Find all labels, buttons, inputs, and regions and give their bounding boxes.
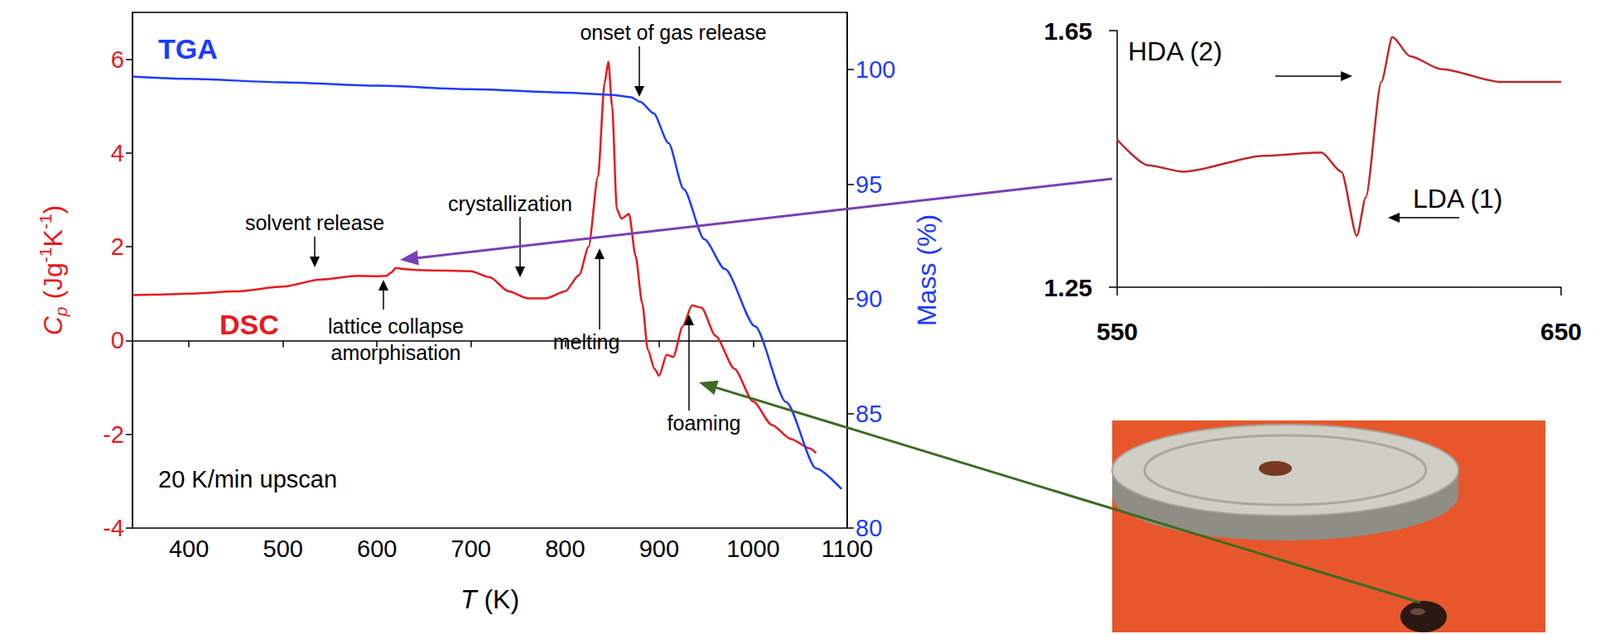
svg-text:DSC: DSC	[219, 308, 280, 341]
svg-text:HDA (2): HDA (2)	[1127, 36, 1223, 67]
svg-text:6: 6	[110, 46, 125, 73]
svg-text:): )	[38, 205, 68, 215]
svg-text:onset of gas release: onset of gas release	[579, 20, 767, 44]
svg-text:-4: -4	[102, 515, 125, 542]
svg-text:(K): (K)	[477, 584, 521, 615]
svg-text:amorphisation: amorphisation	[330, 341, 461, 365]
svg-text:650: 650	[1540, 318, 1582, 346]
svg-text:90: 90	[855, 285, 882, 313]
svg-text:900: 900	[639, 535, 680, 563]
svg-text:-1: -1	[35, 246, 55, 263]
svg-text:-1: -1	[35, 213, 55, 230]
svg-text:1100: 1100	[821, 535, 873, 563]
svg-text:1.65: 1.65	[1044, 17, 1093, 45]
svg-text:20 K/min upscan: 20 K/min upscan	[158, 466, 338, 493]
svg-text:95: 95	[855, 171, 882, 198]
svg-text:(Jg: (Jg	[38, 262, 68, 307]
svg-text:TGA: TGA	[158, 33, 218, 65]
svg-text:700: 700	[451, 535, 492, 563]
svg-text:4: 4	[110, 139, 125, 167]
svg-text:-2: -2	[102, 421, 125, 449]
svg-text:2: 2	[110, 233, 125, 261]
svg-text:K: K	[38, 229, 68, 247]
svg-text:C: C	[38, 315, 68, 336]
svg-text:LDA (1): LDA (1)	[1412, 183, 1503, 214]
svg-text:solvent release: solvent release	[245, 211, 385, 235]
svg-text:crystallization: crystallization	[448, 192, 573, 216]
svg-text:85: 85	[855, 400, 882, 428]
svg-text:T: T	[460, 584, 477, 615]
svg-text:80: 80	[855, 515, 883, 542]
svg-text:Mass (%): Mass (%)	[911, 214, 942, 327]
svg-text:melting: melting	[553, 330, 621, 354]
svg-text:550: 550	[1096, 318, 1138, 346]
svg-text:1000: 1000	[726, 535, 781, 563]
svg-text:p: p	[51, 306, 71, 318]
svg-text:1.25: 1.25	[1044, 274, 1093, 302]
svg-text:0: 0	[110, 327, 125, 354]
svg-text:600: 600	[356, 535, 397, 563]
svg-text:400: 400	[168, 535, 209, 563]
svg-text:800: 800	[544, 535, 585, 563]
svg-text:lattice collapse: lattice collapse	[327, 314, 464, 338]
svg-text:100: 100	[855, 56, 896, 83]
svg-text:foaming: foaming	[667, 411, 742, 435]
svg-text:500: 500	[262, 535, 303, 563]
